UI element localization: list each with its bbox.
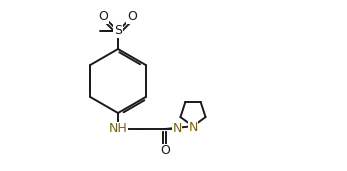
Text: S: S [114, 24, 122, 37]
Text: N: N [172, 122, 182, 135]
Text: NH: NH [109, 122, 127, 135]
Text: O: O [160, 144, 170, 157]
Text: N: N [188, 121, 198, 134]
Text: O: O [127, 10, 137, 23]
Text: O: O [98, 10, 108, 23]
